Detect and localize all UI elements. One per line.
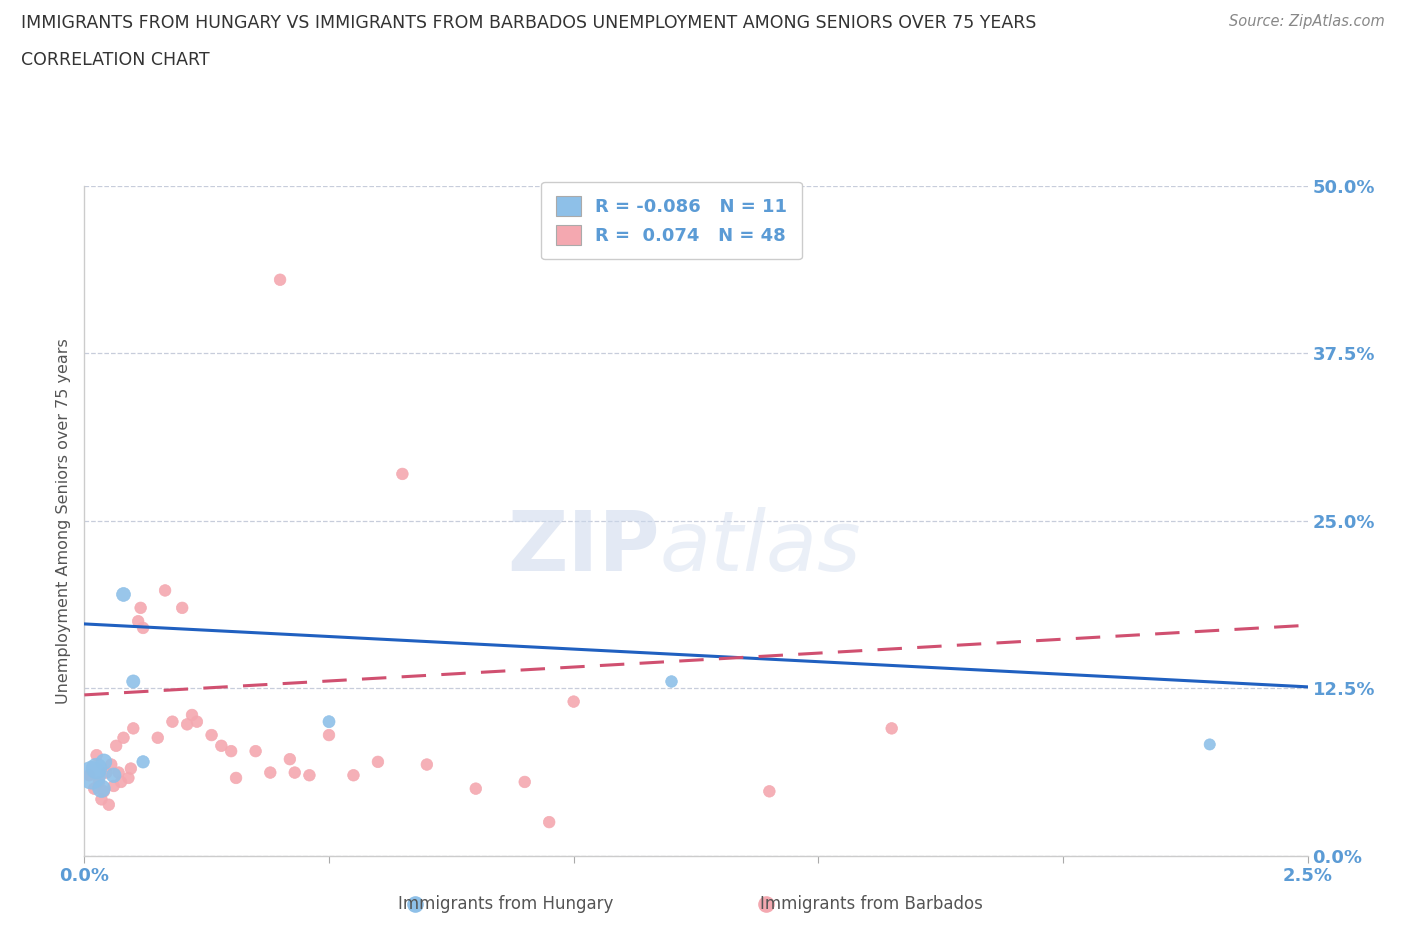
- Point: [367, 754, 389, 769]
- Legend: R = -0.086   N = 11, R =  0.074   N = 48: R = -0.086 N = 11, R = 0.074 N = 48: [541, 181, 801, 259]
- Point: [96, 765, 118, 780]
- Text: atlas: atlas: [659, 507, 860, 588]
- Point: [225, 770, 247, 785]
- Point: [538, 815, 561, 830]
- Point: [661, 674, 683, 689]
- Point: [103, 768, 125, 783]
- Point: [90, 792, 112, 807]
- Point: [200, 727, 222, 742]
- Point: [219, 744, 242, 759]
- Point: [153, 583, 176, 598]
- Point: [318, 714, 340, 729]
- Point: [464, 781, 486, 796]
- Point: [880, 721, 903, 736]
- Point: [86, 761, 108, 776]
- Text: IMMIGRANTS FROM HUNGARY VS IMMIGRANTS FROM BARBADOS UNEMPLOYMENT AMONG SENIORS O: IMMIGRANTS FROM HUNGARY VS IMMIGRANTS FR…: [21, 14, 1036, 32]
- Point: [122, 721, 145, 736]
- Point: [416, 757, 439, 772]
- Point: [105, 738, 128, 753]
- Point: [284, 765, 307, 780]
- Point: [562, 694, 585, 709]
- Point: [83, 781, 105, 796]
- Point: [127, 614, 149, 629]
- Point: [146, 730, 169, 745]
- Point: [259, 765, 281, 780]
- Text: ZIP: ZIP: [506, 507, 659, 588]
- Point: [103, 778, 125, 793]
- Point: [110, 775, 132, 790]
- Point: [100, 757, 122, 772]
- Point: [181, 708, 204, 723]
- Text: CORRELATION CHART: CORRELATION CHART: [21, 51, 209, 69]
- Point: [209, 738, 232, 753]
- Point: [90, 781, 112, 796]
- Point: [80, 768, 103, 783]
- Text: Immigrants from Hungary: Immigrants from Hungary: [398, 895, 614, 913]
- Point: [107, 765, 129, 780]
- Point: [87, 775, 110, 790]
- Point: [86, 748, 108, 763]
- Point: [755, 897, 778, 911]
- Point: [342, 768, 364, 783]
- Point: [112, 587, 135, 602]
- Point: [318, 727, 340, 742]
- Point: [404, 897, 426, 911]
- Point: [1198, 737, 1220, 751]
- Point: [245, 744, 267, 759]
- Point: [122, 674, 145, 689]
- Point: [112, 730, 135, 745]
- Point: [186, 714, 208, 729]
- Point: [93, 754, 115, 769]
- Point: [93, 784, 115, 799]
- Point: [132, 620, 155, 635]
- Point: [758, 784, 780, 799]
- Point: [269, 272, 291, 287]
- Point: [129, 601, 152, 616]
- Point: [117, 770, 139, 785]
- Point: [77, 768, 100, 783]
- Point: [132, 754, 155, 769]
- Point: [120, 761, 142, 776]
- Text: Immigrants from Barbados: Immigrants from Barbados: [761, 895, 983, 913]
- Point: [513, 775, 536, 790]
- Point: [97, 797, 120, 812]
- Y-axis label: Unemployment Among Seniors over 75 years: Unemployment Among Seniors over 75 years: [56, 338, 72, 704]
- Point: [298, 768, 321, 783]
- Point: [278, 751, 301, 766]
- Text: Source: ZipAtlas.com: Source: ZipAtlas.com: [1229, 14, 1385, 29]
- Point: [162, 714, 184, 729]
- Point: [391, 467, 413, 482]
- Point: [176, 717, 198, 732]
- Point: [172, 601, 194, 616]
